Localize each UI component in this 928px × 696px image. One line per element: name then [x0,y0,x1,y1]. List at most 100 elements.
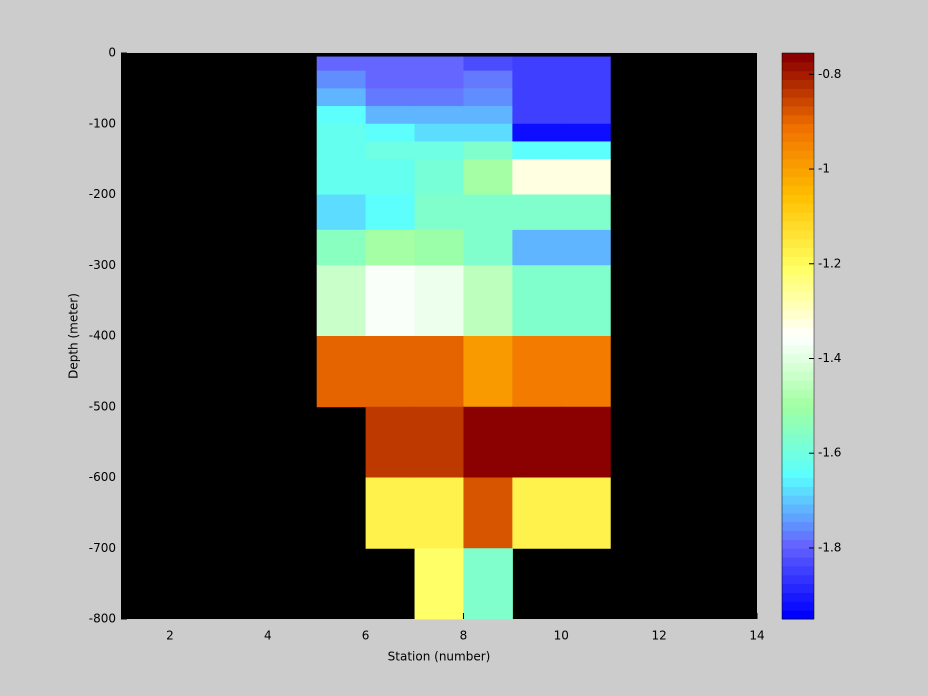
heatmap-cell [512,265,562,337]
heatmap-cell [463,406,513,478]
heatmap-cell [414,141,464,160]
colorbar-swatch [782,70,814,81]
colorbar-swatch [782,309,814,319]
heatmap-cell [414,265,464,337]
heatmap-cell [512,159,562,195]
colorbar-tick-label: -1.8 [818,540,841,554]
y-tick-label: -500 [89,399,116,413]
colorbar-swatch [782,265,814,275]
heatmap-cell [512,194,562,231]
y-tick-label: -800 [89,612,116,626]
colorbar-swatch [782,415,814,425]
heatmap-cell [561,159,611,195]
heatmap-cell [512,477,562,549]
heatmap-cell [365,159,416,195]
colorbar-swatch [782,583,814,593]
y-tick-label: -200 [89,187,116,201]
colorbar-swatch [782,256,814,266]
colorbar-swatch [782,344,814,355]
heatmap-cell [414,194,464,231]
colorbar-swatch [782,574,814,585]
heatmap-cell [365,229,416,266]
heatmap-cell [561,477,611,549]
heatmap-cell [316,56,367,72]
colorbar-swatch [782,176,814,187]
y-axis-label: Depth (meter) [67,293,81,379]
colorbar-swatch [782,459,814,470]
colorbar-swatch [782,610,814,620]
heatmap-cell [316,159,367,195]
colorbar-swatch [782,229,814,240]
colorbar-swatch [782,141,814,151]
heatmap-cell [365,141,416,160]
colorbar-frame [781,52,815,620]
heatmap-cell [463,194,513,231]
x-tick-label: 2 [166,629,174,643]
colorbar-swatch [782,389,814,399]
x-tick-label: 8 [460,629,468,643]
colorbar-swatch [782,150,814,160]
heatmap-cell [414,88,464,107]
heatmap-cell [561,336,611,408]
heatmap-cell [512,229,562,266]
x-tick-label: 14 [749,629,764,643]
heatmap-cell [512,406,562,478]
colorbar-swatch [782,406,814,417]
heatmap-cell [365,70,416,89]
heatmap-cell [414,106,464,125]
heatmap-cell [463,56,513,72]
heatmap-cell [463,88,513,107]
colorbar-swatch [782,397,814,408]
colorbar-swatch [782,486,814,496]
heatmap-cell [561,229,611,266]
colorbar-swatch [782,274,814,284]
heatmap-cell [316,336,367,408]
heatmap-cell [463,123,513,142]
heatmap-cell [365,477,416,549]
heatmap-cell [365,56,416,72]
heatmap-cell [365,336,416,408]
heatmap-cell [561,56,611,72]
heatmap-cell [561,123,611,142]
heatmap-cell [463,106,513,125]
colorbar-swatch [782,433,814,443]
colorbar-swatch [782,504,814,514]
colorbar-swatch [782,318,814,328]
colorbar-swatch [782,185,814,195]
heatmap-cell [512,88,562,107]
colorbar-swatch [782,203,814,213]
colorbar-swatch [782,539,814,549]
colorbar-swatch [782,79,814,89]
colorbar-swatch [782,512,814,523]
colorbar-swatch [782,106,814,116]
heatmap-cell [316,141,367,160]
heatmap-cell [414,159,464,195]
heatmap-cell [414,548,464,620]
heatmap-cell [316,194,367,231]
heatmap-cell [365,265,416,337]
heatmap-cell [512,141,562,160]
colorbar-swatch [782,159,814,169]
heatmap-cell [512,106,562,125]
heatmap-cell [512,70,562,89]
heatmap-cell [463,159,513,195]
colorbar-swatch [782,521,814,532]
heatmap-cell [316,106,367,125]
heatmap-cell [365,123,416,142]
heatmap-cell [414,123,464,142]
heatmap-cell [463,336,513,408]
colorbar-swatch [782,592,814,602]
colorbar-swatch [782,548,814,558]
y-tick-label: 0 [108,46,116,60]
colorbar-swatch [782,353,814,364]
colorbar-swatch [782,450,814,461]
heatmap-cell [463,70,513,89]
x-tick-label: 4 [264,629,272,643]
colorbar-swatch [782,221,814,231]
y-tick-label: -400 [89,329,116,343]
y-tick-label: -700 [89,541,116,555]
colorbar-swatch [782,477,814,487]
colorbar-swatch [782,247,814,257]
colorbar-swatch [782,282,814,293]
